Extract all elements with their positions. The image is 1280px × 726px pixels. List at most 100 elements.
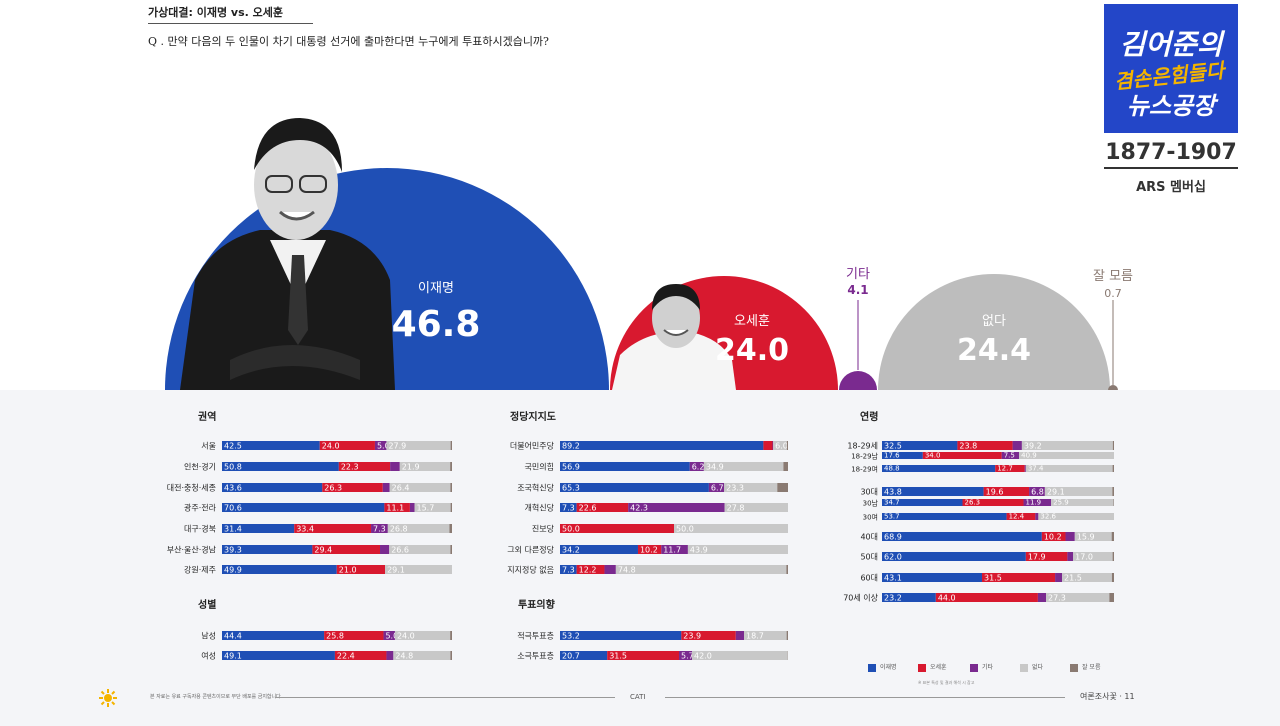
bar-seg-oh [922,452,1002,459]
bar-label-lee: 17.6 [884,452,900,460]
lee-value: 46.8 [392,304,481,345]
group-title: 투표의향 [518,598,556,611]
bar-seg-oh [983,487,1030,496]
bar-seg-etc [371,524,388,533]
bar-seg-dk [450,503,452,512]
bar-seg-lee [222,631,325,640]
bar-label-oh: 10.2 [1044,533,1062,542]
bar-label-none: 34.9 [706,463,724,472]
bar-seg-lee [560,631,682,640]
lee-name: 이재명 [418,281,454,296]
bar-seg-oh [294,524,372,533]
bar-seg-lee [222,545,313,554]
bar-seg-dk [783,462,788,471]
bar-label-oh: 29.4 [314,546,332,555]
bar-seg-oh [576,565,605,574]
bar-label-none: 21.5 [1064,574,1082,583]
bar-seg-none [692,651,788,660]
bar-seg-dk [777,483,788,492]
bar-label-lee: 34.7 [884,499,900,507]
oh-value: 24.0 [715,333,789,368]
logo-line3: 뉴스공장 [1126,92,1216,120]
bar-seg-none [1062,573,1112,582]
bar-seg-none [1074,532,1112,541]
bar-seg-dk [449,524,452,533]
lee-portrait [180,118,395,390]
small-note: ※ 표본 특성 및 결과 해석 시 참고 [918,680,975,685]
bar-seg-dk [450,651,452,660]
bubble-chart: 이재명 46.8 오세훈 24.0 기타 4.1 없다 24.4 잘 모름 0.… [165,118,1133,390]
bar-seg-none [414,503,451,512]
bar-seg-lee [882,552,1026,561]
etc-name: 기타 [846,267,870,282]
legend-swatch-etc [970,663,978,672]
none-value: 24.4 [957,333,1031,368]
bar-label-oh: 19.6 [986,488,1004,497]
bar-seg-lee [560,483,709,492]
row-label: 70세 이상 [843,593,878,603]
bar-label-none: 26.4 [392,484,410,493]
bubble-none [878,274,1110,390]
bar-seg-none [1019,452,1114,459]
row-label: 50대 [860,553,878,562]
bar-seg-lee [560,565,577,574]
bar-label-oh: 50.0 [562,525,580,534]
show-logo: 김어준의 겸손은힘들다 뉴스공장 [1104,4,1238,133]
group-title: 정당지지도 [510,410,556,423]
bar-seg-lee [882,465,996,472]
bar-seg-none [615,565,787,574]
row-label: 인천·경기 [184,462,216,472]
oh-portrait [612,284,736,390]
bar-seg-etc [380,545,390,554]
bar-label-none: 23.3 [726,484,744,493]
bar-label-lee: 23.2 [884,594,902,603]
bar-label-lee: 34.2 [562,546,580,555]
legend-swatch-dk [1070,663,1078,672]
bar-seg-etc [1029,487,1045,496]
bar-seg-etc [1065,532,1075,541]
bar-seg-dk [786,441,788,450]
bar-label-lee: 89.2 [562,442,580,451]
bar-label-lee: 49.1 [224,652,242,661]
bar-seg-none [1051,499,1114,506]
bar-label-none: 15.7 [417,504,435,513]
bar-seg-lee [560,503,577,512]
bar-seg-etc [1012,441,1022,450]
bar-label-none: 24.8 [395,652,413,661]
bar-label-etc: 5.7 [681,652,694,661]
dk-name: 잘 모름 [1093,269,1133,284]
bar-label-none: 17.0 [1075,553,1093,562]
bar-label-oh: 22.3 [341,463,359,472]
bar-label-none: 40.9 [1021,452,1037,460]
bar-seg-none [773,441,787,450]
bar-seg-none [386,441,451,450]
bar-seg-etc [1037,593,1047,602]
bar-label-etc: 5.0 [377,442,390,451]
bar-label-none: 27.8 [727,504,745,513]
footer-cati: CATI [630,693,646,701]
bar-label-lee: 43.1 [884,574,902,583]
bar-label-etc: 6.7 [711,484,724,493]
row-label: 30대 [860,488,878,497]
bar-label-lee: 43.6 [224,484,242,493]
bar-seg-none [1021,441,1113,450]
bar-seg-lee [222,483,323,492]
bar-seg-none [1073,552,1113,561]
bar-label-lee: 56.9 [562,463,580,472]
none-name: 없다 [982,314,1006,329]
bar-seg-etc [374,441,387,450]
bar-label-oh: 31.5 [984,574,1002,583]
flower-icon [99,689,117,707]
bar-label-lee: 68.9 [884,533,902,542]
bar-label-lee: 50.8 [224,463,242,472]
bar-label-lee: 49.9 [224,566,242,575]
bar-label-oh: 23.8 [959,442,977,451]
bar-label-oh: 31.5 [609,652,627,661]
bar-label-oh: 22.4 [337,652,355,661]
bar-seg-lee [882,513,1007,520]
bar-seg-lee [882,499,963,506]
bar-label-oh: 12.7 [997,465,1013,473]
bar-label-oh: 34.0 [925,452,941,460]
bar-label-lee: 53.2 [562,632,580,641]
